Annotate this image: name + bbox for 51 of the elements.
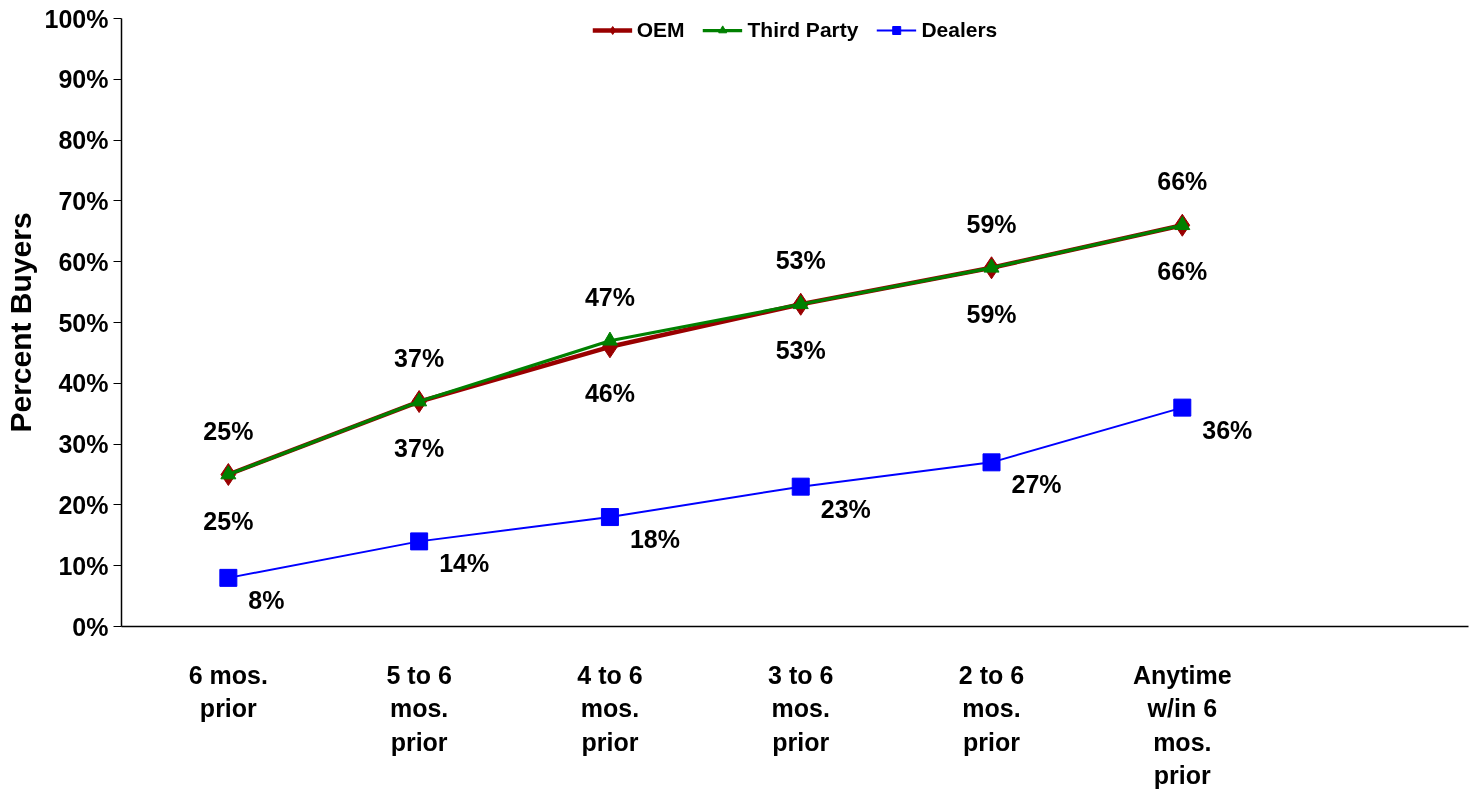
y-tick-label: 30% — [58, 430, 109, 459]
data-label: 27% — [1011, 470, 1062, 499]
y-tick-label: 90% — [58, 65, 109, 94]
y-axis-title: Percent Buyers — [3, 212, 37, 433]
data-label: 14% — [439, 549, 490, 578]
data-label: 36% — [1202, 415, 1253, 444]
point — [219, 568, 238, 587]
point — [1174, 216, 1191, 231]
y-tick-label: 40% — [58, 369, 109, 398]
data-label: 47% — [584, 282, 635, 311]
point — [600, 508, 619, 527]
y-tick-label: 0% — [72, 612, 109, 641]
y-tick-label: 20% — [58, 490, 109, 519]
data-label: 37% — [394, 433, 445, 462]
data-label: 23% — [820, 494, 871, 523]
data-label: 59% — [966, 299, 1017, 328]
y-tick-label: 10% — [58, 551, 109, 580]
x-tick-label: 5 to 6 mos. prior — [386, 660, 452, 756]
data-label: 66% — [1157, 257, 1208, 286]
point — [791, 477, 810, 496]
x-tick-label: 2 to 6 mos. prior — [958, 660, 1025, 756]
point — [792, 295, 809, 310]
point — [410, 532, 429, 551]
data-label: 66% — [1157, 167, 1208, 196]
legend-label: Dealers — [921, 18, 998, 42]
y-tick-label: 50% — [58, 308, 109, 337]
legend-label: OEM — [636, 18, 685, 42]
data-label: 53% — [775, 246, 826, 275]
data-label: 53% — [775, 336, 826, 365]
data-label: 8% — [248, 585, 285, 614]
point — [601, 331, 618, 346]
point — [983, 258, 1000, 273]
x-tick-label: Anytime w/in 6 mos. prior — [1132, 660, 1232, 790]
data-label: 46% — [584, 378, 635, 407]
y-tick-label: 100% — [44, 4, 109, 33]
data-label: 37% — [394, 343, 445, 372]
data-label: 25% — [203, 416, 254, 445]
data-label: 59% — [966, 209, 1017, 238]
legend-label: Third Party — [747, 18, 859, 42]
x-tick-label: 3 to 6 mos. prior — [768, 660, 834, 756]
y-tick-label: 70% — [58, 186, 109, 215]
point — [411, 392, 428, 407]
x-tick-label: 6 mos. prior — [188, 660, 268, 723]
point — [1173, 398, 1192, 417]
y-tick-label: 60% — [58, 247, 109, 276]
point — [220, 465, 237, 480]
data-label: 25% — [203, 506, 254, 535]
point — [982, 453, 1001, 472]
y-tick-label: 80% — [58, 126, 109, 155]
data-label: 18% — [629, 525, 680, 554]
x-tick-label: 4 to 6 mos. prior — [577, 660, 643, 756]
